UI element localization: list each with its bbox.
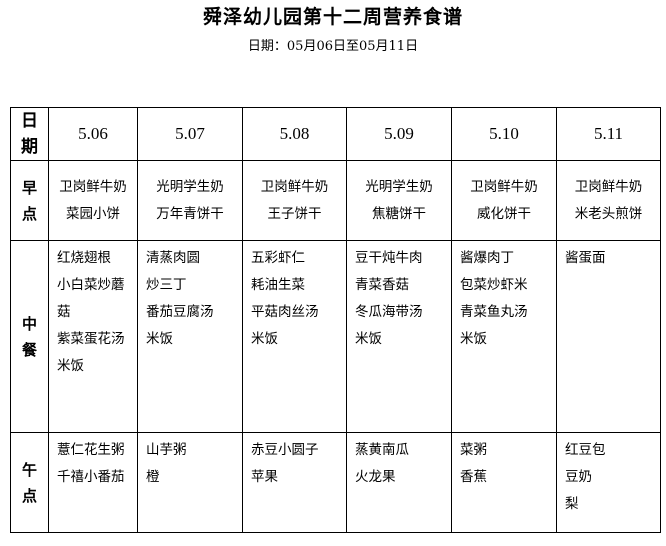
menu-item: 平菇肉丝汤: [251, 304, 319, 320]
menu-item: 清蒸肉圆: [146, 250, 200, 266]
row-label-snack: 午点: [10, 432, 49, 533]
menu-table: 日期 5.06 5.07 5.08 5.09 5.10 5.11 早点卫岗鲜牛奶 菜园小饼 光明…: [10, 107, 661, 533]
menu-item: 菜粥: [460, 442, 487, 458]
menu-item: 菇: [57, 304, 71, 320]
menu-item: 五彩虾仁: [251, 250, 305, 266]
menu-item: 午: [21, 460, 37, 479]
lunch-cell: 五彩虾仁耗油生菜平菇肉丝汤米饭: [242, 240, 347, 433]
lunch-cell: 清蒸肉圆炒三丁番茄豆腐汤米饭: [137, 240, 243, 433]
date-header: 5.06: [48, 107, 138, 161]
lunch-cell: 酱蛋面: [556, 240, 661, 433]
menu-item: 包菜炒虾米: [460, 277, 528, 293]
snack-cell: 红豆包 豆奶梨: [556, 432, 661, 533]
page-title: 舜泽幼儿园第十二周营养食谱: [202, 6, 463, 28]
menu-item: 威化饼干: [477, 205, 531, 222]
menu-item: 香蕉: [460, 469, 487, 485]
lunch-cell: 红烧翅根小白菜炒蘑菇紫菜蛋花汤米饭: [48, 240, 138, 433]
breakfast-cell: 卫岗鲜牛奶米老头煎饼: [556, 160, 661, 241]
menu-item: 米饭: [251, 331, 278, 347]
menu-item: 米饭: [146, 331, 173, 347]
menu-item: 卫岗鲜牛奶: [260, 178, 329, 195]
menu-item: 千禧小番茄: [57, 469, 125, 485]
menu-item: 中: [21, 314, 37, 333]
snack-cell: 薏仁花生粥千禧小番茄: [48, 432, 138, 533]
menu-item: 酱爆肉丁: [460, 250, 514, 266]
menu-item: 薏仁花生粥: [57, 442, 125, 458]
menu-item: 苹果: [251, 469, 278, 485]
date-header: 5.11: [556, 107, 661, 161]
menu-item: 火龙果: [355, 469, 396, 485]
breakfast-cell: 光明学生奶万年青饼干: [137, 160, 243, 241]
date-header: 5.08: [242, 107, 347, 161]
menu-item: 炒三丁: [146, 277, 187, 293]
snack-cell: 赤豆小圆子 苹果: [242, 432, 347, 533]
menu-item: 冬瓜海带汤: [355, 304, 423, 320]
snack-cell: 蒸黄南瓜 火龙果: [346, 432, 452, 533]
menu-item: 青菜鱼丸汤: [460, 304, 528, 320]
menu-item: 耗油生菜: [251, 277, 305, 293]
menu-item: 菜园小饼: [66, 205, 120, 222]
menu-item: 点: [21, 204, 37, 223]
menu-item: 早: [21, 178, 37, 197]
menu-item: 小白菜炒蘑: [57, 277, 125, 293]
date-header: 5.09: [346, 107, 452, 161]
menu-item: 赤豆小圆子: [251, 442, 319, 458]
menu-item: 卫岗鲜牛奶: [59, 178, 127, 195]
menu-item: 卫岗鲜牛奶: [574, 178, 643, 195]
menu-item: 红豆包: [565, 442, 606, 458]
row-label-date: 日期: [10, 107, 49, 161]
date-header: 5.10: [451, 107, 557, 161]
menu-item: 米饭: [355, 331, 382, 347]
lunch-cell: 豆干炖牛肉青菜香菇冬瓜海带汤米饭: [346, 240, 452, 433]
menu-item: 番茄豆腐汤: [146, 304, 214, 320]
snack-cell: 山芋粥橙: [137, 432, 243, 533]
menu-item: 米老头煎饼: [574, 205, 643, 222]
breakfast-cell: 卫岗鲜牛奶 威化饼干: [451, 160, 557, 241]
menu-item: 期: [21, 137, 38, 156]
menu-item: 梨: [565, 496, 579, 512]
breakfast-cell: 卫岗鲜牛奶 王子饼干: [242, 160, 347, 241]
date-range: 日期：05月06日至05月11日: [247, 39, 419, 54]
menu-item: 紫菜蛋花汤: [57, 331, 125, 347]
menu-item: 焦糖饼干: [372, 205, 426, 222]
menu-item: 蒸黄南瓜: [355, 442, 409, 458]
menu-item: 酱蛋面: [565, 250, 606, 266]
menu-item: 光明学生奶: [156, 178, 224, 195]
menu-item: 米饭: [57, 358, 84, 374]
menu-item: 红烧翅根: [57, 250, 111, 266]
row-label-lunch: 中餐: [10, 240, 49, 433]
menu-item: 点: [21, 486, 37, 505]
menu-item: 卫岗鲜牛奶: [470, 178, 538, 195]
lunch-cell: 酱爆肉丁包菜炒虾米青菜鱼丸汤米饭: [451, 240, 557, 433]
menu-item: 青菜香菇: [355, 277, 409, 293]
menu-item: 豆干炖牛肉: [355, 250, 423, 266]
menu-item: 橙: [146, 469, 160, 485]
breakfast-cell: 光明学生奶 焦糖饼干: [346, 160, 452, 241]
menu-item: 万年青饼干: [156, 205, 224, 222]
menu-item: 光明学生奶: [365, 178, 433, 195]
row-label-breakfast: 早点: [10, 160, 49, 241]
menu-item: 餐: [21, 340, 37, 359]
snack-cell: 菜粥 香蕉: [451, 432, 557, 533]
menu-item: 山芋粥: [146, 442, 187, 458]
breakfast-cell: 卫岗鲜牛奶 菜园小饼: [48, 160, 138, 241]
menu-item: 日: [21, 111, 38, 130]
menu-item: 米饭: [460, 331, 487, 347]
date-header: 5.07: [137, 107, 243, 161]
menu-item: 豆奶: [565, 469, 592, 485]
menu-item: 王子饼干: [267, 205, 322, 222]
